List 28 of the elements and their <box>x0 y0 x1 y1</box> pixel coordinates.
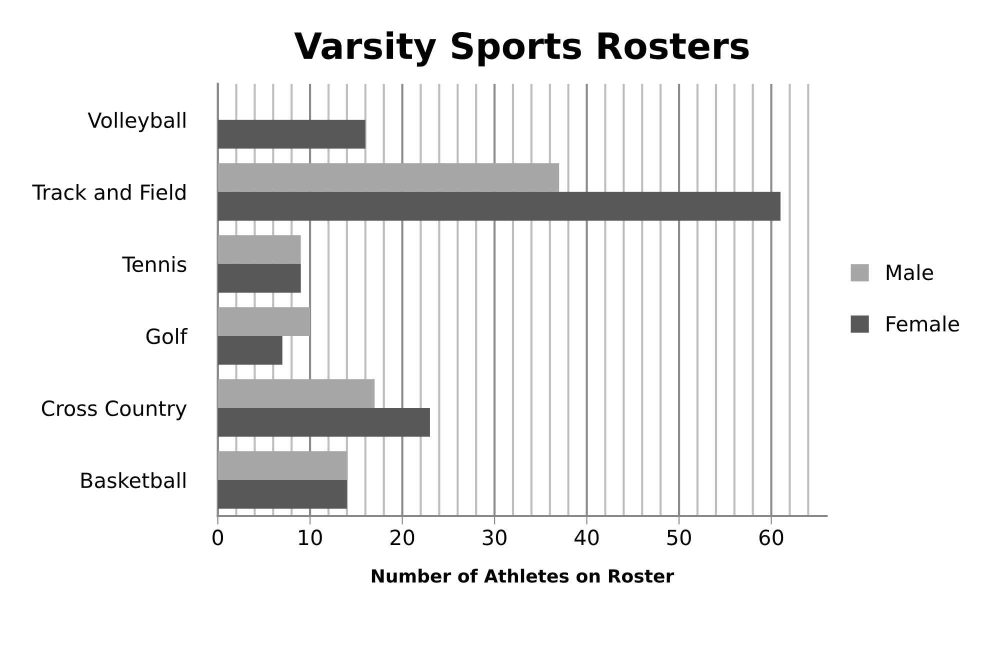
bar <box>218 192 781 221</box>
y-tick-label: Golf <box>146 328 188 344</box>
x-tick-label: 0 <box>212 530 224 546</box>
x-tick-label: 30 <box>482 530 506 546</box>
bar <box>218 336 282 365</box>
x-tick-label: 50 <box>667 530 691 546</box>
bar <box>218 307 310 336</box>
x-tick-label: 60 <box>760 530 784 546</box>
x-tick-label: 10 <box>299 530 322 546</box>
x-tick-label: 40 <box>574 530 599 546</box>
legend-label: Female <box>886 316 960 332</box>
y-tick-label: Tennis <box>122 256 186 272</box>
bar <box>218 480 347 509</box>
legend-label: Male <box>886 264 934 280</box>
y-tick-label: Track and Field <box>32 184 186 200</box>
bar <box>218 163 560 192</box>
y-tick-label: Cross Country <box>42 400 187 420</box>
bar <box>218 235 301 264</box>
y-tick-label: Basketball <box>82 472 186 488</box>
x-tick-label: 20 <box>390 530 414 546</box>
y-tick-label: Volleyball <box>88 112 186 132</box>
bar <box>218 264 301 293</box>
bar <box>218 379 375 408</box>
x-axis-title: Number of Athletes on Roster <box>372 568 674 583</box>
bar <box>218 408 430 437</box>
bar <box>218 120 366 149</box>
bar <box>218 451 347 480</box>
chart-title: Varsity Sports Rosters <box>294 31 749 67</box>
